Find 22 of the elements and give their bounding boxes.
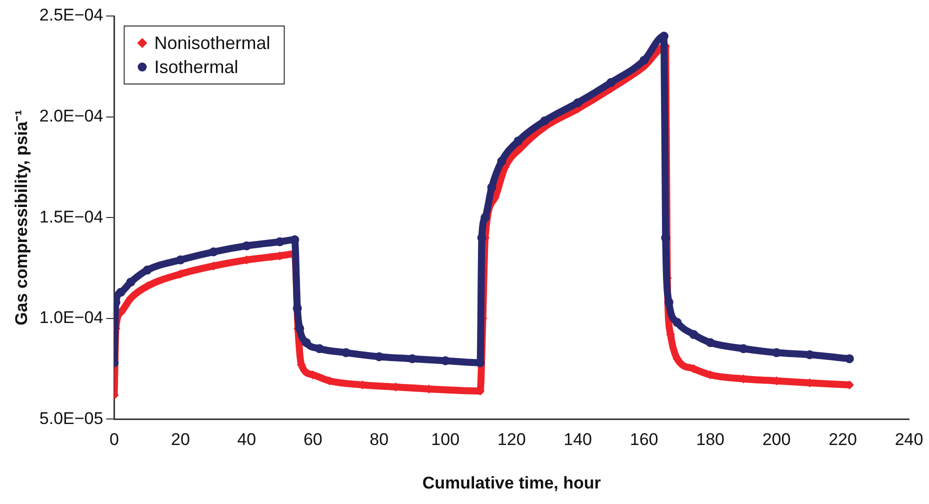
x-tick-label: 40: [237, 430, 256, 450]
x-tick-label: 240: [894, 430, 924, 450]
x-tick-label: 180: [696, 430, 724, 450]
x-tick-label: 20: [170, 430, 190, 450]
x-tick-label: 120: [497, 430, 526, 450]
x-tick-label: 220: [828, 430, 857, 450]
x-tick-label: 200: [762, 430, 791, 450]
x-tick-label: 140: [564, 430, 592, 450]
y-axis-title: Gas compressibility, psia⁻¹: [12, 110, 31, 326]
y-tick-label: 1.0E−04: [39, 308, 104, 328]
x-axis-title: Cumulative time, hour: [422, 473, 602, 492]
x-tick-label: 160: [630, 430, 658, 450]
x-tick-label: 60: [303, 430, 322, 450]
y-tick-label: 2.5E−04: [39, 6, 104, 25]
y-tick-label: 5.0E−05: [39, 408, 104, 428]
x-tick-label: 100: [431, 430, 460, 450]
y-tick-label: 1.5E−04: [39, 207, 104, 226]
x-tick-label: 0: [109, 430, 119, 450]
legend-label: Nonisothermal: [154, 32, 270, 53]
legend-label: Isothermal: [154, 56, 238, 77]
y-tick-label: 2.0E−04: [39, 106, 104, 126]
x-tick-label: 80: [370, 430, 389, 450]
